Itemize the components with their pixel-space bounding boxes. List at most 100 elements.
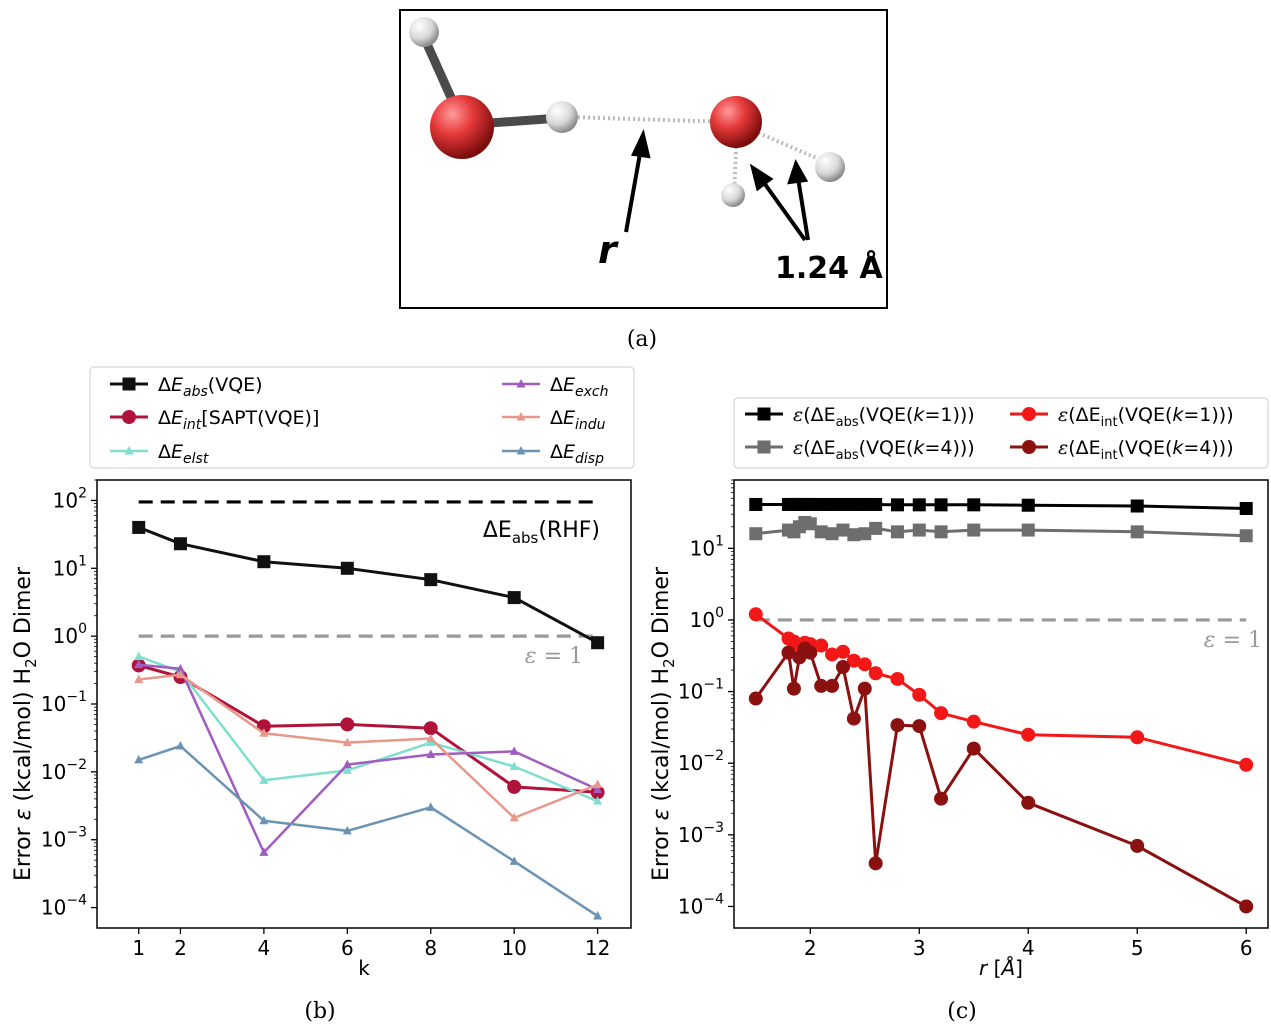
text-part: 10 (678, 680, 703, 704)
text-part: −4 (703, 891, 724, 907)
reference-line-label: ΔEabs(RHF) (483, 518, 600, 547)
data-point (803, 645, 818, 660)
annotation-arrows (624, 129, 810, 242)
text-part: elst (183, 451, 209, 467)
x-tick-label: 4 (1022, 936, 1035, 960)
data-point (868, 666, 883, 681)
text-part: Δ (550, 441, 563, 463)
data-point (814, 638, 829, 653)
data-point (593, 779, 603, 789)
text-part: (ΔE (803, 437, 835, 459)
data-point (259, 728, 269, 737)
data-point (869, 497, 883, 511)
text-part: (ΔE (1068, 437, 1100, 459)
text-part: k (913, 437, 925, 459)
data-point (912, 523, 926, 537)
text-part: abs (183, 384, 208, 400)
text-part: −3 (703, 820, 724, 836)
text-part: 1 (78, 553, 87, 569)
data-point (846, 653, 861, 668)
data-point (836, 497, 850, 511)
hydrogen-atom-2 (546, 101, 578, 133)
text-part: abs (512, 529, 539, 547)
legend-marker (122, 377, 136, 391)
data-point (342, 737, 352, 747)
bond-arrow-left (760, 178, 807, 242)
data-point (593, 784, 603, 793)
series-exch-3 (134, 659, 603, 856)
text-part: 10 (678, 751, 703, 775)
legend-entry: ΔEint[SAPT(VQE)] (110, 407, 319, 433)
data-point (340, 561, 354, 575)
text-part: −2 (66, 757, 87, 773)
legend-marker (516, 379, 526, 388)
data-point (814, 497, 828, 511)
data-point (912, 498, 926, 512)
legend-label: ΔEabs(VQE) (158, 374, 263, 400)
text-part: abs (836, 448, 859, 463)
chart-b: 1 2 4 6 8 10 1210−410−310−210−1100101102kError… (11, 366, 635, 980)
y-tick-label: 10−3 (678, 820, 724, 847)
data-point (912, 719, 927, 734)
data-point (966, 741, 981, 756)
data-point (814, 525, 828, 539)
hydrogen-atom-4 (721, 183, 745, 207)
x-tick-label: 12 (585, 936, 610, 960)
y-tick-label: 100 (53, 621, 87, 648)
y-tick-label: 10−3 (41, 825, 87, 852)
text-part: (kcal/mol) H (11, 668, 36, 809)
data-point (869, 521, 883, 535)
legend-marker (124, 446, 134, 455)
data-point (1021, 523, 1035, 537)
molecule-frame (399, 9, 888, 309)
text-part: int (1101, 448, 1118, 463)
data-point (1130, 525, 1144, 539)
text-part: ] (1015, 956, 1023, 980)
data-point (173, 537, 187, 551)
data-point (912, 687, 927, 702)
legend-entry: ε(ΔEabs(VQE(k=4))) (745, 437, 975, 463)
text-part: ε (1058, 404, 1068, 426)
y-tick-label: 101 (53, 553, 87, 580)
text-part: =4))) (924, 437, 974, 459)
text-part: Error (11, 820, 36, 881)
text-part: 2 (22, 658, 40, 668)
data-point (857, 681, 872, 696)
text-part: E (563, 374, 575, 396)
data-point (786, 681, 801, 696)
text-part: int (1101, 415, 1118, 430)
legend-label: ΔEint[SAPT(VQE)] (158, 407, 319, 433)
text-part: (kcal/mol) H (649, 668, 674, 809)
text-part: 10 (53, 556, 78, 580)
data-point (934, 525, 948, 539)
text-part: (VQE( (1118, 404, 1173, 426)
data-point (847, 497, 861, 511)
text-part: ε (525, 644, 537, 669)
text-part: (VQE) (208, 374, 263, 396)
data-point (858, 497, 872, 511)
data-point (509, 856, 519, 865)
data-point (1239, 757, 1254, 772)
text-part: disp (575, 451, 604, 467)
text-part: [ (987, 956, 1001, 980)
x-tick-label: 6 (341, 936, 354, 960)
data-point (507, 779, 522, 794)
text-part: E (171, 441, 183, 463)
text-part: ε (1204, 628, 1216, 653)
data-point (134, 674, 144, 683)
data-point (175, 669, 185, 679)
text-part: 10 (41, 828, 66, 852)
data-point (934, 498, 948, 512)
caption-b: (b) (304, 999, 335, 1024)
text-part: abs (836, 415, 859, 430)
y-tick-label: 101 (690, 533, 724, 560)
data-point (748, 691, 763, 706)
legend-marker (122, 410, 136, 424)
text-part: = 1 (537, 644, 583, 669)
legend-entry: ΔEindu (502, 407, 606, 433)
data-point (259, 815, 269, 825)
text-part: ε (793, 404, 803, 426)
data-point (342, 759, 352, 769)
text-part: = 1 (1216, 628, 1262, 653)
